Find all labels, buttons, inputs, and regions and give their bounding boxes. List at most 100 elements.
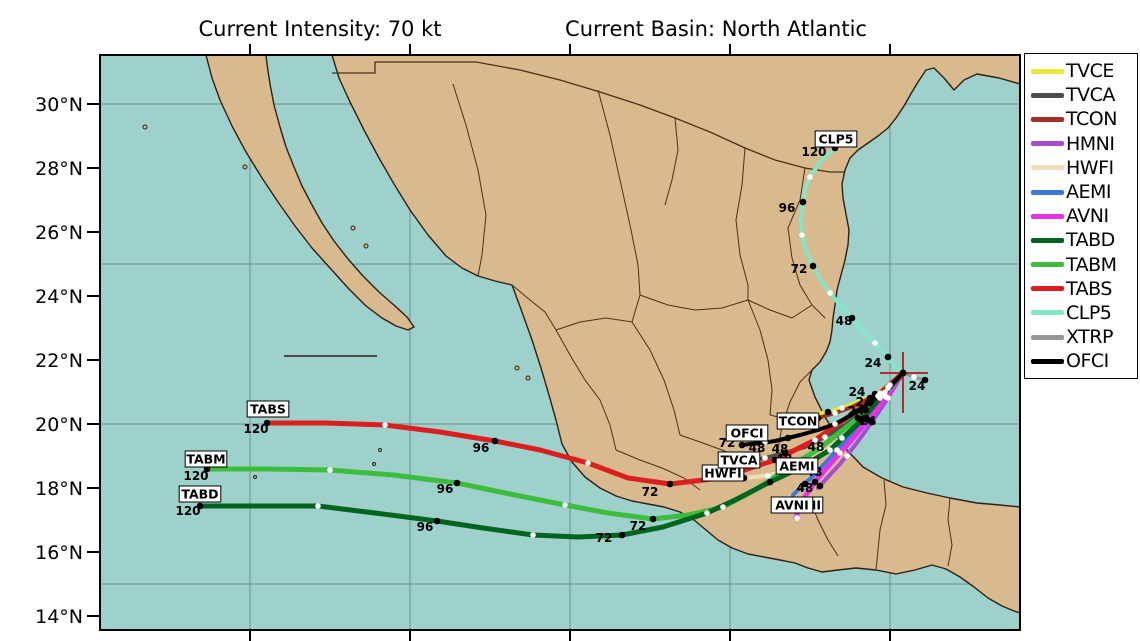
legend-item-TABS: TABS <box>1031 277 1137 301</box>
legend-label-TVCE: TVCE <box>1066 60 1114 83</box>
track-CLP5 <box>799 146 905 375</box>
legend-label-AVNI: AVNI <box>1066 205 1109 228</box>
model-label-AVNI: AVNI <box>770 496 814 514</box>
island <box>142 124 148 130</box>
lat-label-3: 26°N <box>35 222 83 244</box>
hour-label-120: 120 <box>243 422 268 436</box>
legend-item-TABD: TABD <box>1031 228 1137 252</box>
legend-label-TABS: TABS <box>1066 277 1112 300</box>
legend-label-TABM: TABM <box>1066 253 1117 276</box>
model-legend: TVCE TVCA TCON HMNI HWFI AEMI AVNI TABD TABM TABS… <box>1024 53 1138 380</box>
island <box>514 365 520 371</box>
legend-label-AEMI: AEMI <box>1066 181 1112 204</box>
model-label-TABM: TABM <box>184 450 228 468</box>
legend-swatch-TVCA <box>1031 92 1064 98</box>
hour-label-96: 96 <box>417 520 434 534</box>
legend-label-HWFI: HWFI <box>1066 156 1114 179</box>
hour-label-24: 24 <box>909 379 926 393</box>
legend-item-CLP5: CLP5 <box>1031 301 1137 325</box>
legend-swatch-HMNI <box>1031 141 1064 147</box>
lat-label-9: 14°N <box>35 606 83 628</box>
model-label-TCON: TCON <box>776 412 820 430</box>
lat-label-2: 28°N <box>35 158 83 180</box>
legend-swatch-TVCE <box>1031 68 1064 74</box>
svg-text:TABM: TABM <box>186 452 225 467</box>
lat-label-7: 18°N <box>35 478 83 500</box>
hour-label-120: 120 <box>175 504 200 518</box>
legend-label-XTRP: XTRP <box>1066 326 1113 349</box>
hour-label-48: 48 <box>797 481 814 495</box>
svg-text:AEMI: AEMI <box>779 459 814 474</box>
hour-label-72: 72 <box>791 262 808 276</box>
svg-text:AVNI: AVNI <box>775 498 809 513</box>
legend-item-HWFI: HWFI <box>1031 156 1137 180</box>
legend-item-TVCE: TVCE <box>1031 59 1137 83</box>
legend-swatch-TABM <box>1031 262 1064 268</box>
hour-label-48: 48 <box>772 442 789 456</box>
hour-label-48: 48 <box>808 440 825 454</box>
land-mainland <box>331 54 1021 614</box>
legend-label-TCON: TCON <box>1066 108 1117 131</box>
island <box>363 243 369 249</box>
island <box>350 225 356 231</box>
legend-swatch-HWFI <box>1031 165 1064 171</box>
hour-label-24: 24 <box>848 404 865 418</box>
lat-label-6: 20°N <box>35 414 83 436</box>
island <box>253 475 257 479</box>
current-basin-title: Current Basin: North Atlantic <box>565 17 867 41</box>
hour-label-24: 24 <box>849 385 866 399</box>
legend-label-CLP5: CLP5 <box>1066 301 1112 324</box>
legend-item-TCON: TCON <box>1031 107 1137 131</box>
legend-item-AVNI: AVNI <box>1031 204 1137 228</box>
legend-label-TVCA: TVCA <box>1066 84 1115 107</box>
model-label-TVCA: TVCA <box>717 451 761 469</box>
political-boundaries <box>284 61 953 571</box>
hour-label-96: 96 <box>779 201 796 215</box>
svg-text:TABD: TABD <box>181 487 218 502</box>
current-intensity-title: Current Intensity: 70 kt <box>198 17 442 41</box>
current-position-dot <box>899 369 907 377</box>
legend-item-XTRP: XTRP <box>1031 325 1137 349</box>
landmasses <box>142 54 1021 614</box>
latitude-axis: 30°N 28°N 26°N 24°N 22°N 20°N 18°N 16°N 14°N <box>35 94 100 628</box>
legend-swatch-AVNI <box>1031 213 1064 219</box>
legend-swatch-TCON <box>1031 116 1064 122</box>
hour-label-24: 24 <box>856 395 873 409</box>
hour-label-96: 96 <box>473 441 490 455</box>
svg-text:OFCI: OFCI <box>731 426 764 441</box>
legend-item-OFCI: OFCI <box>1031 349 1137 373</box>
island <box>372 462 376 466</box>
legend-item-TABM: TABM <box>1031 253 1137 277</box>
legend-swatch-TABS <box>1031 286 1064 292</box>
legend-label-OFCI: OFCI <box>1066 350 1109 373</box>
hour-label-120: 120 <box>183 469 208 483</box>
land-baja-california <box>205 54 415 331</box>
hour-label-24: 24 <box>865 356 882 370</box>
model-label-OFCI: OFCI <box>725 424 769 442</box>
hour-label-72: 72 <box>630 519 647 533</box>
longitude-ticks <box>249 44 891 641</box>
track-OFCI <box>740 371 905 447</box>
legend-item-TVCA: TVCA <box>1031 83 1137 107</box>
model-label-AEMI: AEMI <box>775 457 819 475</box>
svg-text:HWFI: HWFI <box>704 466 741 481</box>
lat-label-1: 30°N <box>35 94 83 116</box>
island <box>242 164 248 170</box>
lat-label-5: 22°N <box>35 350 83 372</box>
hour-label-24: 24 <box>860 414 877 428</box>
svg-text:CLP5: CLP5 <box>819 132 854 147</box>
legend-swatch-CLP5 <box>1031 310 1064 316</box>
legend-item-AEMI: AEMI <box>1031 180 1137 204</box>
model-label-TABD: TABD <box>178 485 222 503</box>
legend-swatch-OFCI <box>1031 358 1064 364</box>
model-label-TABS: TABS <box>246 400 290 418</box>
model-name-boxes: HWFICLP5TCONTVCAAEMIHMNIAVNITABMTABDTABS… <box>178 130 858 514</box>
hour-label-96: 96 <box>437 482 454 496</box>
island <box>378 448 382 452</box>
hour-label-120: 120 <box>801 145 826 159</box>
map-border <box>99 54 1021 631</box>
svg-text:TVCA: TVCA <box>720 453 757 468</box>
track-TABD <box>197 370 906 540</box>
